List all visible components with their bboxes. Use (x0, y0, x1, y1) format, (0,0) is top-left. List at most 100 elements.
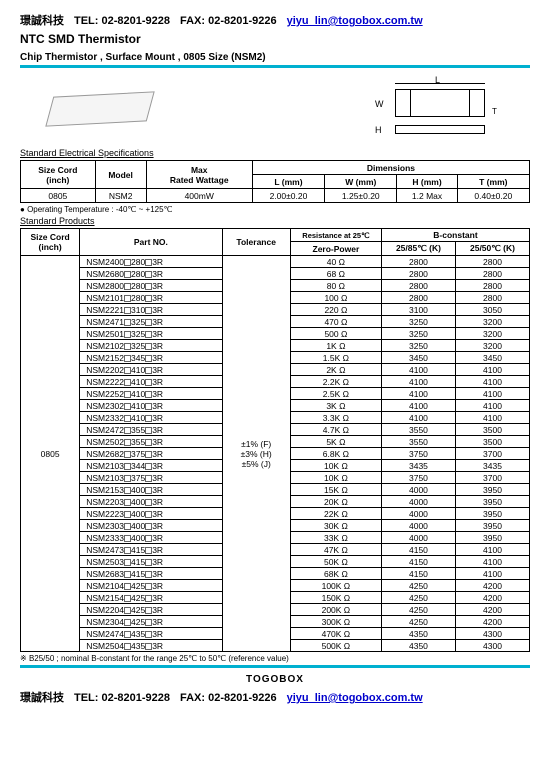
th-resistance: Resistance at 25℃ (290, 229, 381, 242)
diagram-row: L W T H (20, 74, 530, 144)
cell-b2585: 4000 (381, 484, 455, 496)
cell-b2550: 3950 (455, 520, 529, 532)
cell-T: 0.40±0.20 (457, 189, 529, 203)
cell-b2550: 3950 (455, 532, 529, 544)
th-partno: Part NO. (80, 229, 222, 256)
cell-b2585: 4100 (381, 412, 455, 424)
cell-b2585: 3750 (381, 448, 455, 460)
cell-resistance: 220 Ω (290, 304, 381, 316)
cell-b2550: 4200 (455, 580, 529, 592)
cell-partno: NSM25023553R (80, 436, 222, 448)
chip-dimension-diagram: L W T H (370, 79, 530, 139)
cell-b2550: 4100 (455, 412, 529, 424)
cell-partno: NSM22213103R (80, 304, 222, 316)
cell-b2550: 3950 (455, 508, 529, 520)
tel: TEL: 02-8201-9228 (74, 15, 170, 27)
divider-top (20, 65, 530, 68)
cell-b2585: 3450 (381, 352, 455, 364)
cell-b2550: 3200 (455, 340, 529, 352)
cell-b2550: 4100 (455, 556, 529, 568)
cell-resistance: 150K Ω (290, 592, 381, 604)
footer-email-link[interactable]: yiyu_lin@togobox.com.tw (287, 692, 423, 704)
cell-partno: NSM22024103R (80, 364, 222, 376)
cell-partno: NSM25013253R (80, 328, 222, 340)
cell-b2585: 3435 (381, 460, 455, 472)
cell-resistance: 10K Ω (290, 472, 381, 484)
th-dimensions: Dimensions (252, 161, 529, 175)
cell-b2585: 4250 (381, 592, 455, 604)
spec-table: Size Cord(inch) Model MaxRated Wattage D… (20, 160, 530, 203)
cell-b2585: 3100 (381, 304, 455, 316)
cell-partno: NSM21544253R (80, 592, 222, 604)
cell-resistance: 1K Ω (290, 340, 381, 352)
cell-resistance: 47K Ω (290, 544, 381, 556)
cell-b2585: 3550 (381, 424, 455, 436)
cell-partno: NSM21523453R (80, 352, 222, 364)
b-note: B25/50 ; nominal B-constant for the rang… (20, 654, 530, 663)
cell-b2550: 3200 (455, 328, 529, 340)
th-W: W (mm) (325, 175, 397, 189)
cell-b2550: 2800 (455, 268, 529, 280)
cell-partno: NSM21023253R (80, 340, 222, 352)
cell-resistance: 100 Ω (290, 292, 381, 304)
page-subtitle: Chip Thermistor , Surface Mount , 0805 S… (20, 52, 530, 63)
cell-partno: NSM23044253R (80, 616, 222, 628)
th-b2550: 25/50℃ (K) (455, 242, 529, 256)
cell-b2550: 3500 (455, 436, 529, 448)
cell-resistance: 15K Ω (290, 484, 381, 496)
cell-partno: NSM21534003R (80, 484, 222, 496)
cell-partno: NSM26823753R (80, 448, 222, 460)
cell-b2585: 4350 (381, 628, 455, 640)
cell-partno: NSM26802803R (80, 268, 222, 280)
cell-b2585: 2800 (381, 256, 455, 268)
dim-T-label: T (492, 107, 497, 116)
cell-resistance: 80 Ω (290, 280, 381, 292)
footer-tel: TEL: 02-8201-9228 (74, 692, 170, 704)
cell-resistance: 2.5K Ω (290, 388, 381, 400)
cell-b2585: 4000 (381, 508, 455, 520)
cell-b2550: 3950 (455, 496, 529, 508)
footer: 璟誠科技 TEL: 02-8201-9228 FAX: 02-8201-9226… (20, 689, 530, 705)
op-temp-note: Operating Temperature : -40℃ ~ +125℃ (20, 205, 530, 214)
cell-partno: NSM22234003R (80, 508, 222, 520)
cell-resistance: 22K Ω (290, 508, 381, 520)
cell-resistance: 5K Ω (290, 436, 381, 448)
cell-b2550: 4200 (455, 604, 529, 616)
cell-tolerance: ±1% (F)±3% (H)±5% (J) (222, 256, 290, 652)
cell-resistance: 2K Ω (290, 364, 381, 376)
company-name: 璟誠科技 (20, 12, 64, 28)
cell-resistance: 68K Ω (290, 568, 381, 580)
cell-partno: NSM25034153R (80, 556, 222, 568)
cell-b2550: 3450 (455, 352, 529, 364)
th-T: T (mm) (457, 175, 529, 189)
cell-b2585: 4100 (381, 388, 455, 400)
header: 璟誠科技 TEL: 02-8201-9228 FAX: 02-8201-9226… (20, 12, 530, 28)
cell-partno: NSM26834153R (80, 568, 222, 580)
cell-partno: NSM22034003R (80, 496, 222, 508)
cell-resistance: 33K Ω (290, 532, 381, 544)
cell-b2550: 3200 (455, 316, 529, 328)
th-bconstant: B-constant (381, 229, 529, 242)
cell-b2585: 3750 (381, 472, 455, 484)
products-table: Size Cord(inch) Part NO. Tolerance Resis… (20, 228, 530, 652)
cell-resistance: 3.3K Ω (290, 412, 381, 424)
email-link[interactable]: yiyu_lin@togobox.com.tw (287, 15, 423, 27)
cell-W: 1.25±0.20 (325, 189, 397, 203)
cell-b2550: 3700 (455, 472, 529, 484)
cell-resistance: 40 Ω (290, 256, 381, 268)
cell-b2585: 2800 (381, 268, 455, 280)
th-model: Model (95, 161, 146, 189)
cell-resistance: 30K Ω (290, 520, 381, 532)
cell-resistance: 500 Ω (290, 328, 381, 340)
prod-section-label: Standard Products (20, 216, 530, 226)
cell-b2585: 4000 (381, 496, 455, 508)
th-H: H (mm) (397, 175, 457, 189)
spec-section-label: Standard Electrical Specifications (20, 148, 530, 158)
cell-b2585: 3550 (381, 436, 455, 448)
cell-partno: NSM21033753R (80, 472, 222, 484)
cell-resistance: 68 Ω (290, 268, 381, 280)
th-zero-power: Zero-Power (290, 242, 381, 256)
cell-partno: NSM23324103R (80, 412, 222, 424)
cell-b2585: 4150 (381, 568, 455, 580)
cell-b2585: 3250 (381, 328, 455, 340)
